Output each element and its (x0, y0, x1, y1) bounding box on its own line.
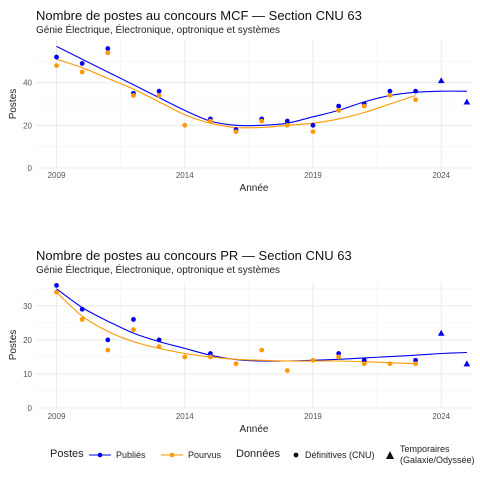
chart-panel-0: 2009 2014 2019 2024 0 20 40 Année Postes (8, 40, 472, 194)
y-tick-label: 40 (23, 79, 32, 88)
data-point (284, 118, 290, 124)
data-point (208, 118, 213, 124)
data-point-triangle (437, 77, 445, 84)
x-axis-label: Année (240, 424, 269, 435)
data-point (156, 88, 162, 94)
data-point (413, 97, 418, 103)
y-tick-label: 30 (23, 302, 32, 311)
data-point (259, 347, 265, 353)
data-point-triangle (463, 98, 471, 105)
legend-title-donnees: Données (236, 448, 281, 460)
chart-subtitle-mcf: Génie Électrique, Électronique, optroniq… (36, 25, 281, 36)
legend-key-temporaires (386, 451, 394, 459)
x-axis-label: Année (240, 183, 269, 194)
y-tick-label: 20 (23, 121, 32, 130)
chart-title-pr: Nombre de postes au concours PR — Sectio… (36, 248, 352, 263)
data-point (336, 354, 342, 360)
trend-line-publiés (56, 288, 467, 362)
data-point (79, 306, 85, 312)
legend-label-temporaires-line1: Temporaires (400, 444, 450, 454)
data-point-triangle (437, 329, 445, 336)
data-point (54, 63, 59, 68)
trend-line-pourvus (56, 58, 416, 129)
trend-line-pourvus (56, 291, 416, 365)
data-point (336, 351, 342, 356)
y-tick-label: 20 (23, 336, 32, 345)
legend-label-temporaires: Temporaires (Galaxie/Odyssée) (400, 444, 475, 466)
data-point (182, 354, 188, 360)
data-point (361, 361, 367, 367)
x-tick-label: 2014 (176, 171, 194, 180)
data-point (182, 122, 188, 128)
data-point (310, 129, 316, 135)
data-point (208, 351, 213, 356)
data-point (336, 103, 342, 109)
data-point (79, 317, 85, 322)
data-point-triangle (463, 360, 471, 367)
data-point (310, 357, 316, 363)
legend-title-postes: Postes (50, 448, 84, 460)
data-point (310, 122, 316, 128)
data-point (79, 61, 85, 66)
chart-title-mcf: Nombre de postes au concours MCF — Secti… (36, 8, 362, 23)
legend-label-pourvus: Pourvus (188, 450, 222, 460)
x-tick-label: 2009 (48, 171, 66, 180)
data-point (361, 357, 367, 363)
legend-label-publies: Publiés (116, 450, 146, 460)
x-tick-label: 2024 (432, 171, 450, 180)
legend-key-definitives (293, 452, 299, 458)
chart-panel-1: 2009 2014 2019 2024 0 10 20 30 Année Postes (8, 282, 472, 435)
x-tick-label: 2014 (176, 412, 194, 421)
legend-label-temporaires-line2: (Galaxie/Odyssée) (400, 455, 475, 465)
y-axis-label: Postes (8, 89, 19, 120)
data-point (233, 129, 239, 135)
data-point (387, 88, 393, 94)
x-tick-label: 2019 (304, 412, 322, 421)
x-tick-label: 2019 (304, 171, 322, 180)
data-point (156, 337, 162, 343)
data-point (131, 317, 136, 322)
data-point (387, 93, 393, 98)
data-point (361, 103, 367, 109)
data-point (259, 118, 265, 124)
y-tick-label: 0 (28, 404, 33, 413)
data-point (54, 289, 59, 295)
data-point (156, 344, 162, 350)
y-axis-label: Postes (8, 330, 19, 361)
y-tick-label: 10 (23, 370, 32, 379)
legend-key-pourvus (161, 452, 183, 458)
data-point (79, 69, 85, 75)
y-tick-label: 0 (28, 164, 33, 173)
data-point (284, 368, 290, 373)
data-point (105, 50, 111, 56)
legend-label-definitives: Définitives (CNU) (305, 450, 375, 460)
x-tick-label: 2024 (432, 412, 450, 421)
data-point (131, 327, 136, 333)
data-point (105, 337, 111, 343)
data-point (413, 361, 418, 367)
data-point (336, 108, 342, 113)
data-point (208, 354, 213, 360)
data-point (105, 46, 111, 51)
legend-key-publies (89, 452, 111, 458)
data-point (131, 93, 136, 98)
legend: Postes Publiés Pourvus Données Définitiv… (36, 444, 476, 474)
data-point (413, 357, 418, 363)
trend-line-publiés (56, 45, 467, 127)
data-point (233, 361, 239, 367)
data-point (284, 122, 290, 128)
data-point (54, 283, 59, 288)
data-point (105, 347, 111, 353)
data-point (387, 361, 393, 367)
data-point (156, 93, 162, 98)
data-point (54, 54, 59, 60)
x-tick-label: 2009 (48, 412, 66, 421)
data-point (413, 88, 418, 94)
chart-subtitle-pr: Génie Électrique, Électronique, optroniq… (36, 265, 281, 276)
